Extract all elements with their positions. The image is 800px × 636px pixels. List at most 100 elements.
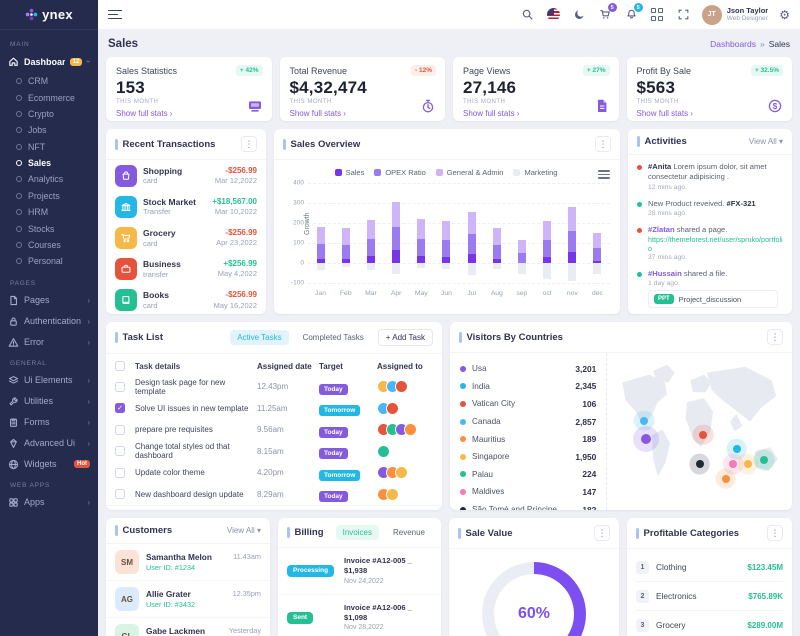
- bar-sep[interactable]: [509, 183, 534, 287]
- show-full-stats-link[interactable]: Show full stats ›: [636, 109, 693, 118]
- sidebar-item-analytics[interactable]: Analytics: [0, 171, 98, 187]
- brand-logo[interactable]: ynex: [0, 0, 98, 30]
- transaction-row[interactable]: Business transfer +$256.99 May 4,2022: [106, 254, 266, 285]
- task-checkbox[interactable]: [115, 489, 125, 500]
- bar-dec[interactable]: [585, 183, 610, 287]
- invoice-row[interactable]: Processing Invoice #A12-005 _ $1,938 Nov…: [278, 548, 441, 595]
- sale-value-kebab-icon[interactable]: ⋮: [594, 525, 610, 541]
- sidebar-item-stocks[interactable]: Stocks: [0, 220, 98, 236]
- transaction-row[interactable]: Books card -$256.99 May 16,2022: [106, 285, 266, 314]
- legend-item[interactable]: OPEX Ratio: [374, 168, 426, 177]
- sidebar-item-sales[interactable]: Sales: [0, 155, 98, 171]
- activities-view-all-button[interactable]: View All ▾: [748, 137, 783, 146]
- bar-oct[interactable]: [535, 183, 560, 287]
- sidebar-item-apps[interactable]: Apps ›: [0, 492, 98, 513]
- user-profile-chip[interactable]: JT Json Taylor Web Designer: [701, 4, 768, 25]
- sidebar-item-ui-elements[interactable]: Ui Elements ›: [0, 370, 98, 391]
- visitors-kebab-icon[interactable]: ⋮: [767, 329, 783, 345]
- map-dot[interactable]: [699, 430, 708, 439]
- apps-grid-icon[interactable]: [650, 7, 665, 22]
- map-dot[interactable]: [695, 460, 704, 469]
- transaction-row[interactable]: Shopping card -$256.99 Mar 12,2022: [106, 160, 266, 191]
- cart-count-badge: 5: [607, 3, 617, 12]
- bar-May[interactable]: [409, 183, 434, 287]
- map-dot[interactable]: [760, 455, 769, 464]
- legend-item[interactable]: Sales: [334, 168, 364, 177]
- customer-row[interactable]: AG Allie Grater User ID: #3432 12.35pm: [106, 581, 270, 618]
- chart-menu-icon[interactable]: [598, 168, 610, 181]
- sidebar-item-utilities[interactable]: Utilities ›: [0, 391, 98, 412]
- bar-Jul[interactable]: [459, 183, 484, 287]
- cart-icon[interactable]: 5: [598, 3, 617, 22]
- sidebar-item-error[interactable]: Error ›: [0, 332, 98, 353]
- sidebar-item-jobs[interactable]: Jobs: [0, 122, 98, 138]
- map-dot[interactable]: [743, 460, 752, 469]
- sidebar-item-courses[interactable]: Courses: [0, 237, 98, 253]
- task-checkbox[interactable]: [115, 446, 125, 457]
- sidebar-item-crypto[interactable]: Crypto: [0, 106, 98, 122]
- bar-Apr[interactable]: [384, 183, 409, 287]
- category-row[interactable]: 1 Clothing $123.45M: [636, 553, 783, 582]
- category-row[interactable]: 3 Grocery $289.00M: [636, 611, 783, 636]
- search-icon[interactable]: [520, 7, 535, 22]
- customer-row[interactable]: GL Gabe Lackmen User ID: #2312 Yesterday: [106, 618, 270, 636]
- notifications-bell-icon[interactable]: 5: [624, 3, 643, 22]
- bar-Mar[interactable]: [358, 183, 383, 287]
- transaction-row[interactable]: Grocery card -$256.99 Apr 23,2022: [106, 222, 266, 253]
- breadcrumb-parent[interactable]: Dashboards: [710, 39, 756, 49]
- task-checkbox[interactable]: ✓: [115, 403, 125, 414]
- pages-icon: [8, 295, 19, 306]
- bar-nov[interactable]: [560, 183, 585, 287]
- invoice-row[interactable]: Sent Invoice #A12-006 _ $1,098 Nov 28,20…: [278, 595, 441, 636]
- map-dot[interactable]: [640, 416, 649, 425]
- sidebar-item-advanced-ui[interactable]: Advanced Ui ›: [0, 433, 98, 454]
- sidebar-item-crm[interactable]: CRM: [0, 73, 98, 89]
- sidebar-item-pages[interactable]: Pages ›: [0, 290, 98, 311]
- sales-overview-kebab-icon[interactable]: ⋮: [595, 136, 611, 152]
- transactions-kebab-icon[interactable]: ⋮: [241, 136, 257, 152]
- tab-revenue[interactable]: Revenue: [392, 528, 425, 537]
- sidebar-item-dashboards[interactable]: Dashboards 12 ›: [0, 51, 98, 72]
- bar-Jun[interactable]: [434, 183, 459, 287]
- sidebar-item-authentication[interactable]: Authentication ›: [0, 311, 98, 332]
- menu-toggle-icon[interactable]: [108, 9, 122, 20]
- category-row[interactable]: 2 Electronics $765.89K: [636, 582, 783, 611]
- bar-Aug[interactable]: [484, 183, 509, 287]
- sidebar-item-hrm[interactable]: HRM: [0, 204, 98, 220]
- show-full-stats-link[interactable]: Show full stats ›: [116, 109, 173, 118]
- task-checkbox[interactable]: [115, 467, 125, 478]
- select-all-checkbox[interactable]: [115, 361, 125, 371]
- fullscreen-icon[interactable]: [676, 7, 691, 22]
- customers-view-all-button[interactable]: View All ▾: [226, 526, 261, 535]
- show-full-stats-link[interactable]: Show full stats ›: [463, 109, 520, 118]
- legend-item[interactable]: General & Admin: [435, 168, 503, 177]
- shared-page-link[interactable]: https://themeforest.net/user/spruko/port…: [648, 235, 783, 253]
- sidebar-item-personal[interactable]: Personal: [0, 253, 98, 269]
- sidebar-item-widgets[interactable]: Widgets Hot: [0, 454, 98, 475]
- map-dot[interactable]: [641, 434, 652, 445]
- map-dot[interactable]: [732, 444, 741, 453]
- settings-gear-icon[interactable]: ⚙: [779, 7, 790, 22]
- dark-mode-moon-icon[interactable]: [572, 7, 587, 22]
- legend-item[interactable]: Marketing: [513, 168, 557, 177]
- task-checkbox[interactable]: [115, 424, 125, 435]
- categories-kebab-icon[interactable]: ⋮: [767, 525, 783, 541]
- language-flag-icon[interactable]: [546, 7, 561, 22]
- show-full-stats-link[interactable]: Show full stats ›: [289, 109, 346, 118]
- customer-row[interactable]: SM Samantha Melon User ID: #1234 11.43am: [106, 544, 270, 581]
- transaction-row[interactable]: Stock Market Transfer +$18,567.00 Mar 10…: [106, 191, 266, 222]
- shared-file[interactable]: PPT Project_discussion: [648, 290, 778, 309]
- bar-Jan[interactable]: [308, 183, 333, 287]
- task-checkbox[interactable]: [115, 381, 125, 392]
- sidebar-item-nft[interactable]: NFT: [0, 139, 98, 155]
- sidebar-item-ecommerce[interactable]: Ecommerce: [0, 89, 98, 105]
- map-dot[interactable]: [728, 460, 737, 469]
- add-task-button[interactable]: + Add Task: [377, 329, 433, 346]
- sidebar-item-projects[interactable]: Projects: [0, 188, 98, 204]
- tab-completed-tasks[interactable]: Completed Tasks: [302, 333, 364, 342]
- tab-active-tasks[interactable]: Active Tasks: [230, 330, 289, 345]
- map-dot[interactable]: [721, 474, 730, 483]
- sidebar-item-forms[interactable]: Forms ›: [0, 412, 98, 433]
- tab-invoices[interactable]: Invoices: [335, 525, 379, 540]
- bar-Feb[interactable]: [333, 183, 358, 287]
